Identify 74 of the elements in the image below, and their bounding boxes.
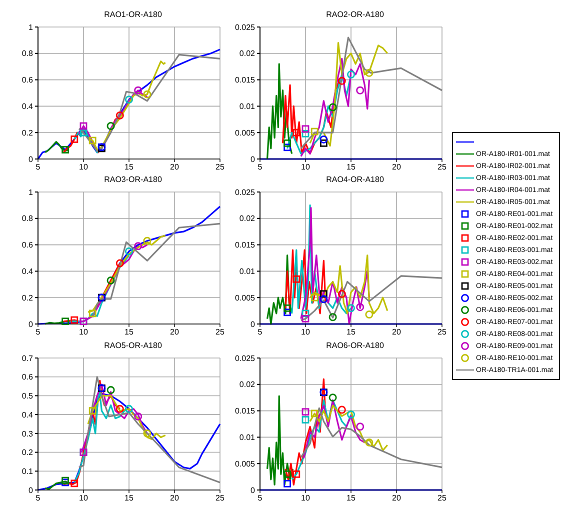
y-tick-label: 0 [28, 320, 34, 330]
x-tick-label: 15 [124, 493, 134, 502]
x-tick-label: 20 [170, 162, 180, 172]
y-tick-label: 0.4 [22, 410, 34, 420]
chart-title: RAO2-OR-A180 [325, 9, 385, 21]
y-tick-label: 0.02 [239, 49, 256, 58]
x-tick-label: 20 [170, 328, 180, 338]
y-tick-label: 0.005 [234, 459, 256, 468]
x-tick-label: 5 [258, 493, 263, 502]
y-tick-label: 0 [250, 154, 256, 164]
chart-title: RAO1-OR-A180 [103, 9, 163, 21]
x-tick-label: 15 [346, 328, 356, 338]
x-tick-label: 15 [124, 328, 134, 338]
chart-title: RAO4-OR-A180 [325, 174, 385, 186]
x-tick-label: 5 [258, 328, 263, 338]
x-tick-label: 25 [216, 162, 225, 172]
y-tick-label: 0.6 [22, 76, 34, 85]
y-tick-label: 0.005 [234, 294, 256, 303]
x-tick-label: 25 [216, 328, 225, 338]
chart-title: RAO5-OR-A180 [103, 340, 163, 352]
y-tick-label: 0.2 [22, 128, 34, 138]
y-tick-label: 0.4 [22, 102, 34, 112]
x-tick-label: 20 [170, 493, 180, 502]
y-tick-label: 0 [250, 485, 256, 494]
y-tick-label: 0.2 [22, 448, 34, 457]
x-tick-label: 10 [301, 328, 310, 338]
x-tick-label: 25 [438, 162, 447, 172]
x-tick-label: 15 [124, 162, 134, 172]
y-tick-label: 0.015 [234, 76, 256, 85]
y-tick-label: 0.025 [234, 22, 256, 32]
x-tick-label: 20 [392, 328, 402, 338]
y-tick-label: 0.01 [239, 102, 256, 112]
x-tick-label: 15 [346, 162, 356, 172]
y-tick-label: 0.02 [239, 380, 256, 389]
y-tick-label: 0.01 [239, 432, 256, 442]
x-tick-label: 15 [346, 493, 356, 502]
x-tick-label: 5 [36, 493, 41, 502]
x-tick-label: 25 [438, 493, 447, 502]
y-tick-label: 0.025 [234, 353, 256, 362]
x-tick-label: 20 [392, 493, 402, 502]
x-tick-label: 10 [301, 162, 310, 172]
x-tick-label: 10 [301, 493, 310, 502]
x-tick-label: 5 [258, 162, 263, 172]
x-tick-label: 10 [79, 162, 88, 172]
y-tick-label: 0.6 [22, 240, 34, 250]
x-tick-label: 10 [79, 493, 88, 502]
x-tick-label: 5 [36, 162, 41, 172]
y-tick-label: 0.7 [22, 353, 34, 362]
y-tick-label: 0.015 [234, 240, 256, 250]
y-tick-label: 0.01 [239, 267, 256, 276]
y-tick-label: 0.025 [234, 188, 256, 198]
y-tick-label: 0.6 [22, 372, 34, 382]
y-tick-label: 0.4 [22, 267, 34, 276]
y-tick-label: 0.1 [22, 466, 34, 476]
x-tick-label: 25 [438, 328, 447, 338]
x-tick-label: 25 [216, 493, 225, 502]
x-tick-label: 20 [392, 162, 402, 172]
y-tick-label: 0.02 [239, 214, 256, 224]
y-tick-label: 0.005 [234, 128, 256, 138]
chart-title: RAO6-OR-A180 [325, 340, 385, 352]
y-tick-label: 1 [28, 188, 34, 198]
x-tick-label: 10 [79, 328, 88, 338]
y-tick-label: 0.8 [22, 49, 34, 58]
y-tick-label: 0 [28, 485, 34, 494]
y-tick-label: 0.015 [234, 406, 256, 416]
x-tick-label: 5 [36, 328, 41, 338]
chart-title: RAO3-OR-A180 [103, 174, 163, 186]
y-tick-label: 0.8 [22, 214, 34, 224]
y-tick-label: 0.2 [22, 294, 34, 303]
y-tick-label: 0 [250, 320, 256, 330]
y-tick-label: 0 [28, 154, 34, 164]
y-tick-label: 1 [28, 22, 34, 32]
y-tick-label: 0.3 [22, 428, 34, 438]
y-tick-label: 0.5 [22, 391, 34, 400]
